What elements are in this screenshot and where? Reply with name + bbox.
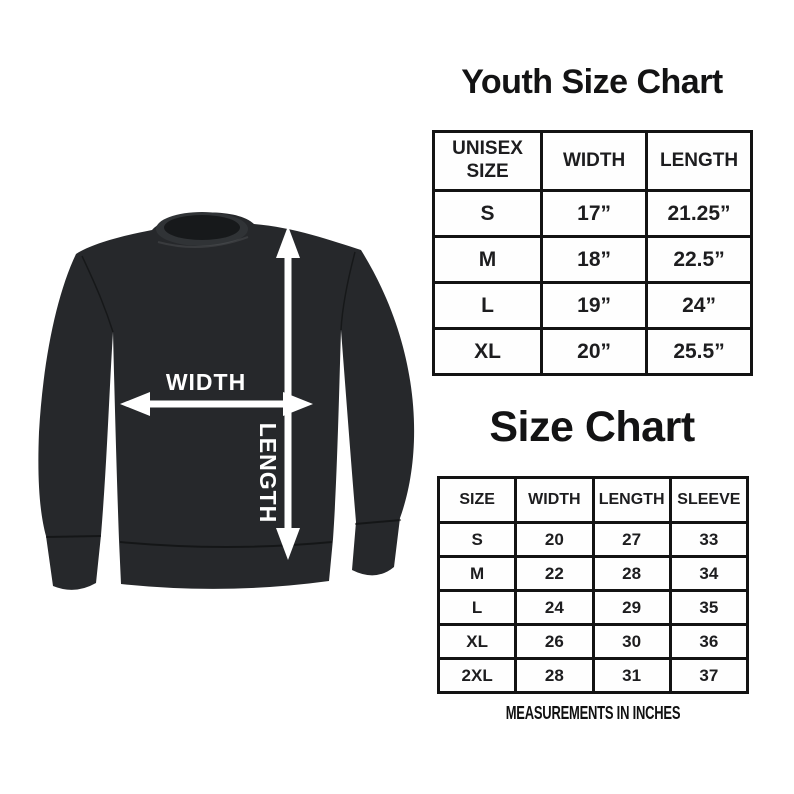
table-cell: 29 (591, 589, 672, 626)
column-header-width: WIDTH (540, 130, 649, 192)
table-row: L 24 29 35 (436, 589, 750, 626)
table-cell: 37 (668, 657, 750, 694)
table-row: S 20 27 33 (436, 521, 750, 558)
column-header-unisex-size: UNISEX SIZE (431, 130, 544, 192)
table-header-row: UNISEX SIZE WIDTH LENGTH (431, 130, 753, 192)
table-cell: 33 (668, 521, 750, 558)
table-cell: 20 (514, 521, 595, 558)
table-cell: 27 (591, 521, 672, 558)
table-cell: 34 (668, 555, 750, 592)
armhole-seam-right (340, 251, 356, 331)
table-cell: L (436, 589, 518, 626)
column-header-sleeve: SLEEVE (668, 476, 750, 524)
table-cell: 24” (645, 281, 753, 330)
width-label: WIDTH (166, 369, 246, 395)
adult-size-table: SIZE WIDTH LENGTH SLEEVE S 20 27 33 M 22… (436, 476, 750, 694)
width-arrow (120, 392, 313, 416)
table-row: L 19” 24” (431, 281, 753, 330)
column-header-width: WIDTH (514, 476, 595, 524)
table-cell: 28 (591, 555, 672, 592)
table-cell: 25.5” (645, 327, 753, 376)
table-cell: 18” (540, 235, 649, 284)
table-cell: 17” (540, 189, 649, 238)
table-cell: 36 (668, 623, 750, 660)
table-cell: XL (431, 327, 544, 376)
table-cell: 22.5” (645, 235, 753, 284)
table-row: M 18” 22.5” (431, 235, 753, 284)
hem-seam (119, 541, 333, 548)
table-cell: 19” (540, 281, 649, 330)
collar-seam (157, 236, 249, 248)
measurements-footnote: MEASUREMENTS IN INCHES (505, 703, 681, 723)
table-cell: 31 (591, 657, 672, 694)
table-cell: 20” (540, 327, 649, 376)
youth-size-table: UNISEX SIZE WIDTH LENGTH S 17” 21.25” M … (431, 130, 753, 376)
table-row: M 22 28 34 (436, 555, 750, 592)
table-cell: XL (436, 623, 518, 660)
table-cell: S (436, 521, 518, 558)
table-cell: 30 (591, 623, 672, 660)
table-row: S 17” 21.25” (431, 189, 753, 238)
length-arrow (276, 226, 300, 560)
youth-chart-title: Youth Size Chart (461, 63, 723, 101)
neck-opening (164, 215, 240, 240)
table-row: 2XL 28 31 37 (436, 657, 750, 694)
table-cell: S (431, 189, 544, 238)
table-cell: 21.25” (645, 189, 753, 238)
table-row: XL 20” 25.5” (431, 327, 753, 376)
table-cell: 26 (514, 623, 595, 660)
table-cell: 28 (514, 657, 595, 694)
table-row: XL 26 30 36 (436, 623, 750, 660)
column-header-size: SIZE (436, 476, 518, 524)
table-cell: 24 (514, 589, 595, 626)
cuff-seam-left (45, 535, 102, 538)
table-cell: M (436, 555, 518, 592)
table-cell: L (431, 281, 544, 330)
column-header-length: LENGTH (645, 130, 753, 192)
adult-chart-title: Size Chart (489, 403, 695, 451)
table-cell: 35 (668, 589, 750, 626)
table-cell: M (431, 235, 544, 284)
table-cell: 2XL (436, 657, 518, 694)
cuff-seam-right (354, 519, 402, 525)
column-header-length: LENGTH (591, 476, 672, 524)
armhole-seam-left (81, 255, 114, 333)
table-cell: 22 (514, 555, 595, 592)
table-header-row: SIZE WIDTH LENGTH SLEEVE (436, 476, 750, 524)
sweatshirt-diagram: WIDTH LENGTH (38, 212, 415, 590)
length-label: LENGTH (255, 423, 281, 524)
